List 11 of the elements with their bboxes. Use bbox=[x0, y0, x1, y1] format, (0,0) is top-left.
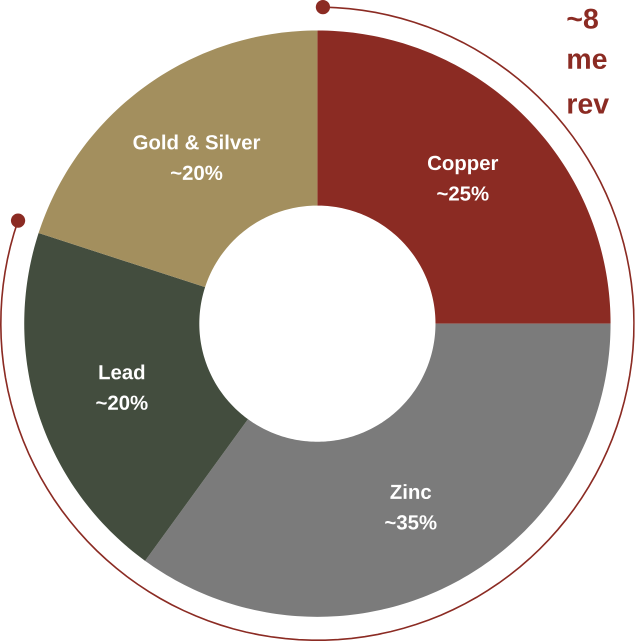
slice-label: Copper bbox=[428, 156, 498, 174]
data-label: ~20% bbox=[171, 166, 222, 180]
data-label: ~35% bbox=[385, 515, 437, 530]
data-label: ~25% bbox=[437, 186, 489, 201]
slice-label: Lead bbox=[100, 364, 144, 380]
data-label: ~20% bbox=[96, 396, 148, 410]
text: me bbox=[568, 53, 607, 70]
text: ~8 bbox=[568, 8, 598, 29]
slice-label: Gold & Silver bbox=[134, 134, 260, 150]
text: rev bbox=[568, 98, 610, 114]
slice-label: Zinc bbox=[390, 484, 432, 500]
